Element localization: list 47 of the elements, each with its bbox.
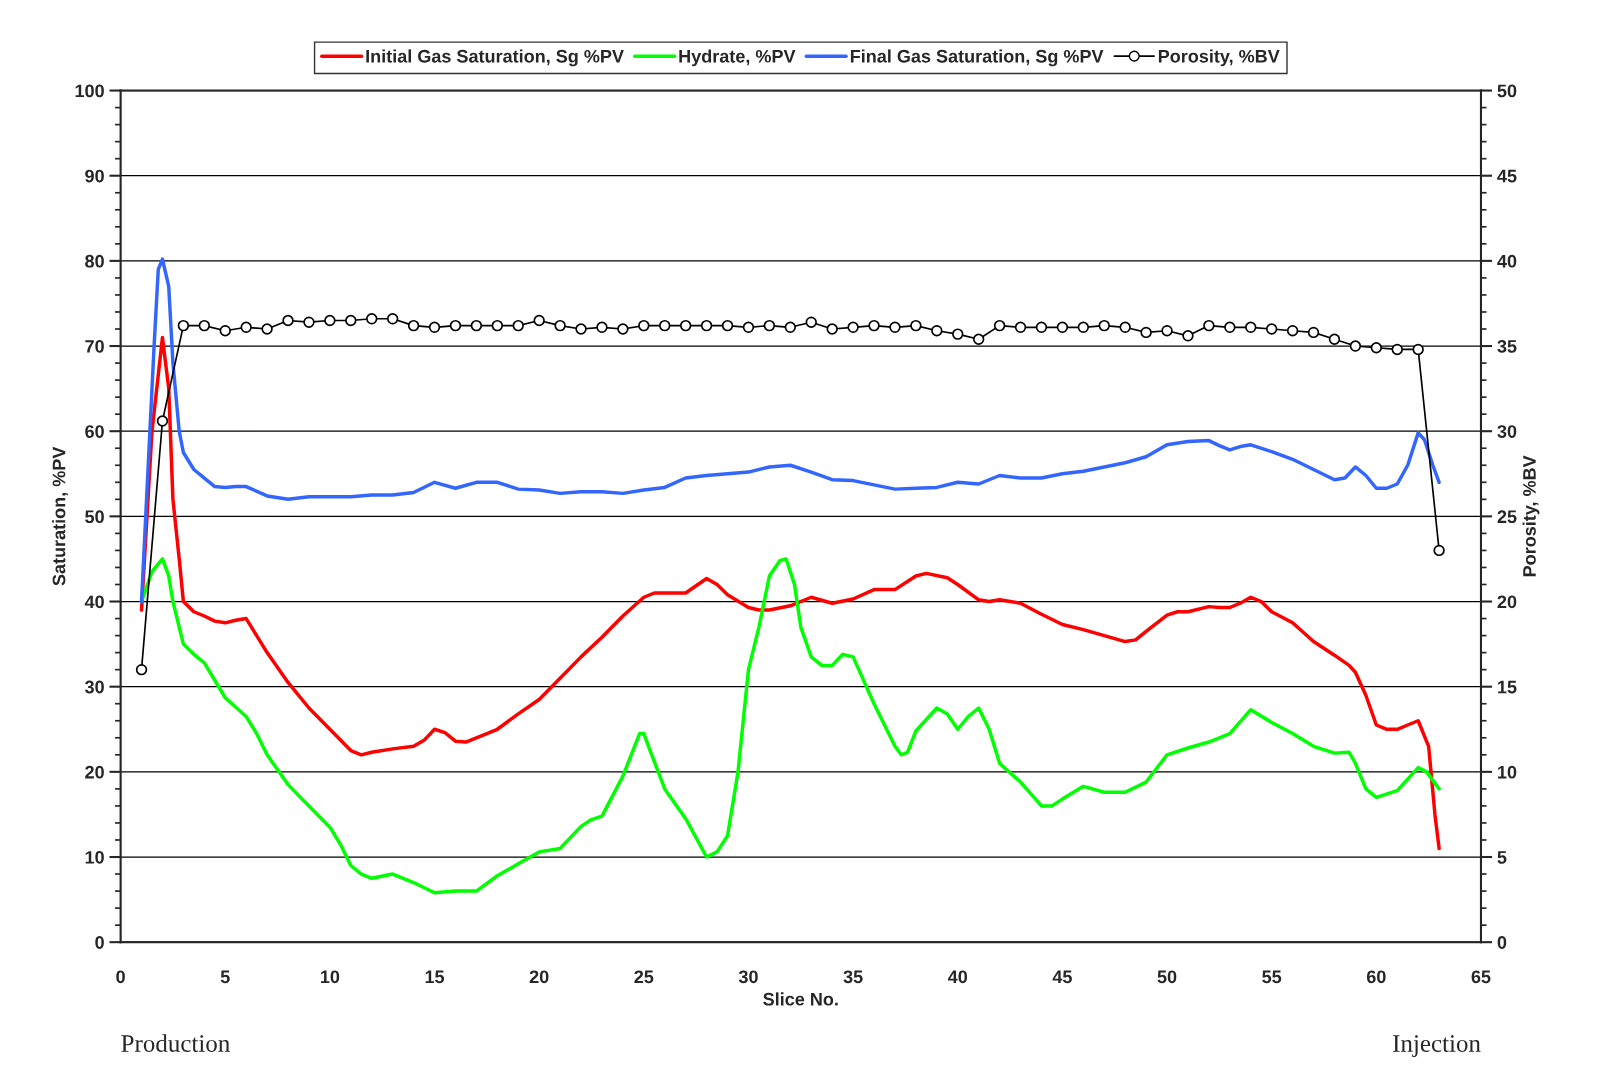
y2-axis-title: Porosity, %BV bbox=[1522, 455, 1540, 577]
y-tick-label: 70 bbox=[85, 339, 104, 353]
y2-tick-label: 25 bbox=[1497, 510, 1517, 524]
y-tick-label: 40 bbox=[84, 595, 104, 609]
y-tick-label: 0 bbox=[95, 936, 104, 949]
y-tick-label: 50 bbox=[85, 510, 104, 524]
x-tick-label: 55 bbox=[1262, 970, 1282, 984]
y2-tick-label: 45 bbox=[1497, 169, 1517, 183]
y-tick-label: 10 bbox=[85, 850, 104, 864]
y-axis-title: Saturation, %PV bbox=[52, 446, 68, 586]
x-tick-label: 45 bbox=[1052, 970, 1072, 984]
legend-label: Final Gas Saturation, Sg %PV bbox=[850, 49, 1104, 67]
y-tick-label: 100 bbox=[75, 84, 104, 98]
x-tick-label: 30 bbox=[738, 970, 758, 984]
x-tick-label: 10 bbox=[320, 970, 340, 984]
y2-tick-label: 10 bbox=[1498, 765, 1517, 779]
y-tick-label: 30 bbox=[84, 680, 104, 694]
y-tick-label: 90 bbox=[85, 169, 104, 183]
x-tick-label: 25 bbox=[634, 970, 654, 984]
y-tick-label: 60 bbox=[85, 425, 104, 438]
text: Production bbox=[121, 1034, 230, 1052]
line-series bbox=[139, 335, 1441, 851]
legend-label: Hydrate, %PV bbox=[679, 49, 796, 67]
y2-tick-label: 5 bbox=[1497, 851, 1507, 864]
x-tick-label: 20 bbox=[529, 970, 549, 984]
y-tick-label: 20 bbox=[85, 765, 104, 779]
y2-tick-label: 0 bbox=[1497, 936, 1507, 949]
x-tick-label: 35 bbox=[843, 970, 863, 984]
y2-tick-label: 30 bbox=[1497, 425, 1517, 438]
x-axis-title: Slice No. bbox=[763, 992, 838, 1006]
text: Injection bbox=[1393, 1035, 1481, 1057]
x-tick-label: 0 bbox=[116, 970, 125, 984]
y2-tick-label: 20 bbox=[1497, 595, 1517, 609]
y2-tick-label: 15 bbox=[1498, 680, 1517, 694]
line-series bbox=[139, 257, 1441, 604]
y2-tick-label: 50 bbox=[1497, 84, 1517, 98]
y2-tick-label: 40 bbox=[1497, 254, 1517, 268]
x-tick-label: 15 bbox=[425, 970, 445, 984]
y2-tick-label: 35 bbox=[1497, 339, 1517, 353]
x-tick-label: 5 bbox=[220, 970, 230, 984]
legend-label: Initial Gas Saturation, Sg %PV bbox=[366, 49, 624, 67]
x-tick-label: 40 bbox=[947, 970, 968, 984]
x-tick-label: 50 bbox=[1157, 970, 1177, 984]
x-tick-label: 60 bbox=[1366, 970, 1386, 984]
y-tick-label: 80 bbox=[85, 254, 104, 268]
legend-label: Porosity, %BV bbox=[1158, 49, 1280, 67]
x-tick-label: 65 bbox=[1471, 970, 1491, 984]
